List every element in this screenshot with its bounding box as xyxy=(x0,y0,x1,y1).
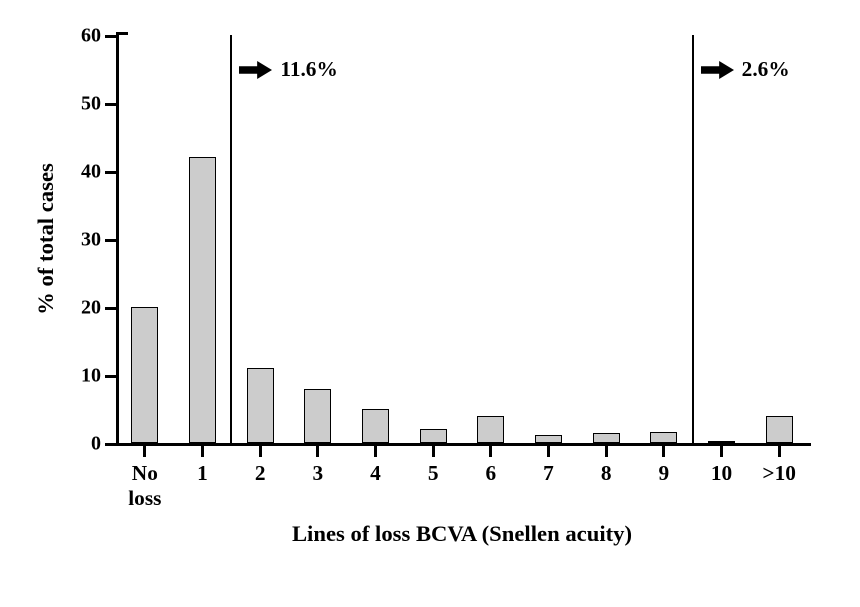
bar xyxy=(304,389,331,443)
bar xyxy=(247,368,274,443)
x-tick xyxy=(662,446,665,457)
annotation-text: 2.6% xyxy=(742,57,790,82)
x-tick xyxy=(432,446,435,457)
x-tick-label: 2 xyxy=(255,461,266,486)
x-tick xyxy=(778,446,781,457)
x-tick-label: 9 xyxy=(658,461,669,486)
y-axis-title: % of total cases xyxy=(33,163,59,315)
bar xyxy=(593,433,620,443)
y-tick-label: 0 xyxy=(63,433,101,456)
x-tick xyxy=(259,446,262,457)
y-tick-label: 60 xyxy=(63,25,101,48)
x-tick xyxy=(201,446,204,457)
y-tick xyxy=(105,239,116,242)
bar xyxy=(189,157,216,443)
y-tick-label: 10 xyxy=(63,365,101,388)
y-tick-label: 50 xyxy=(63,93,101,116)
x-tick xyxy=(374,446,377,457)
x-tick xyxy=(143,446,146,457)
x-axis-title: Lines of loss BCVA (Snellen acuity) xyxy=(292,521,632,547)
y-tick xyxy=(105,35,116,38)
y-tick-label: 20 xyxy=(63,297,101,320)
y-tick xyxy=(105,443,116,446)
chart-stage: % of total cases Lines of loss BCVA (Sne… xyxy=(0,0,860,607)
x-tick-label: >10 xyxy=(762,461,795,486)
x-axis-right-cap xyxy=(808,445,811,446)
bar xyxy=(650,432,677,443)
arrow-right-icon xyxy=(239,61,272,79)
bar xyxy=(420,429,447,443)
x-tick xyxy=(720,446,723,457)
bar xyxy=(535,435,562,443)
x-tick xyxy=(605,446,608,457)
y-axis-line xyxy=(116,32,119,446)
x-tick-label: 5 xyxy=(428,461,439,486)
annotation-text: 11.6% xyxy=(280,57,337,82)
x-tick-label: No loss xyxy=(128,461,161,511)
bar xyxy=(131,307,158,443)
x-tick-label: 3 xyxy=(312,461,323,486)
x-tick xyxy=(489,446,492,457)
y-tick xyxy=(105,375,116,378)
annotation: 2.6% xyxy=(701,57,790,82)
x-tick xyxy=(316,446,319,457)
x-tick xyxy=(547,446,550,457)
bar xyxy=(362,409,389,443)
x-tick-label: 8 xyxy=(601,461,612,486)
x-tick-label: 4 xyxy=(370,461,381,486)
x-tick-label: 10 xyxy=(711,461,732,486)
y-tick xyxy=(105,307,116,310)
annotation: 11.6% xyxy=(239,57,337,82)
x-tick-label: 7 xyxy=(543,461,554,486)
y-tick xyxy=(105,171,116,174)
y-tick-label: 40 xyxy=(63,161,101,184)
bar xyxy=(477,416,504,443)
y-tick xyxy=(105,103,116,106)
x-tick-label: 1 xyxy=(197,461,208,486)
plot-area xyxy=(116,35,808,443)
bar xyxy=(766,416,793,443)
bar xyxy=(708,441,735,443)
arrow-right-icon xyxy=(701,61,734,79)
y-axis-top-cap xyxy=(116,32,128,35)
reference-line xyxy=(230,35,232,443)
y-tick-label: 30 xyxy=(63,229,101,252)
x-tick-label: 6 xyxy=(485,461,496,486)
x-axis-line xyxy=(116,443,811,446)
reference-line xyxy=(692,35,694,443)
